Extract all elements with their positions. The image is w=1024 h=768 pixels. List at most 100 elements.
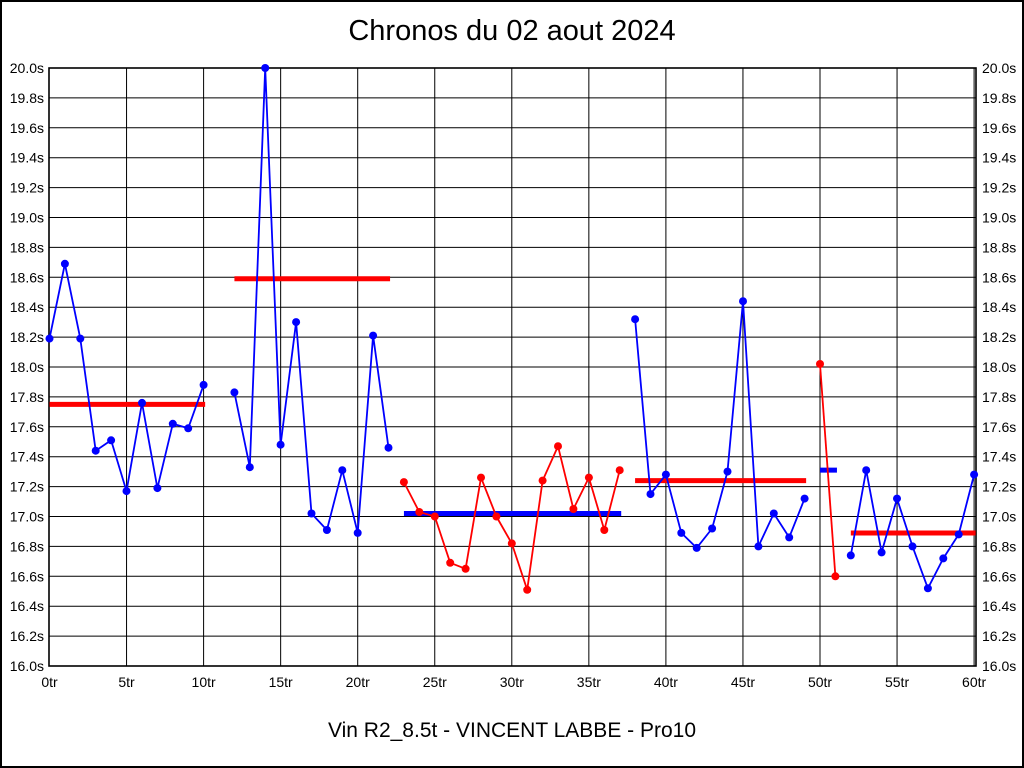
y-axis-label-right: 19.0s (982, 210, 1016, 226)
series-stint-3-point (600, 526, 609, 534)
x-axis-label: 45tr (731, 674, 755, 690)
series-stint-6-point (846, 551, 855, 560)
series-stint-1-point (184, 424, 193, 433)
series-stint-6-line (849, 469, 975, 590)
series-stint-4-point (631, 315, 640, 324)
series-stint-1-point (138, 398, 146, 407)
y-axis-label-right: 16.0s (982, 658, 1016, 674)
x-axis-label: 60tr (962, 674, 986, 690)
chart-caption: Vin R2_8.5t - VINCENT LABBE - Pro10 (327, 719, 697, 742)
series-stint-1-point (153, 484, 162, 493)
y-axis-label-left: 18.2s (10, 329, 44, 345)
y-axis-label-left: 16.6s (10, 568, 44, 584)
series-stint-6-point (862, 466, 871, 475)
series-stint-3-point (584, 473, 593, 482)
series-stint-3-point (446, 558, 455, 567)
x-axis-label: 30tr (500, 674, 524, 690)
series-stint-3-point (492, 512, 501, 521)
y-axis-label-right: 17.6s (982, 419, 1016, 435)
series-stint-4-point (785, 533, 794, 542)
y-axis-label-right: 16.8s (982, 538, 1016, 554)
series-stint-1-point (60, 259, 69, 268)
y-axis-label-left: 16.8s (10, 538, 44, 554)
series-stint-6-point (939, 554, 948, 563)
y-axis-label-left: 19.4s (10, 150, 44, 166)
series-stint-2-point (245, 463, 254, 472)
x-axis-label: 55tr (885, 674, 909, 690)
y-axis-label-left: 16.2s (10, 628, 44, 644)
y-axis-label-right: 18.0s (982, 359, 1016, 375)
y-axis-label-right: 17.0s (982, 509, 1016, 525)
series-stint-3-point (569, 505, 578, 513)
series-stint-5-point (831, 572, 840, 581)
series-stint-4-point (769, 509, 778, 518)
y-axis-label-right: 16.6s (982, 568, 1016, 584)
series-stint-3-point (507, 539, 516, 548)
y-axis-label-right: 18.2s (982, 329, 1016, 345)
series-stint-4-point (723, 467, 732, 476)
x-axis-label: 20tr (346, 674, 370, 690)
plot-border (48, 67, 977, 667)
y-axis-label-left: 16.0s (10, 658, 44, 674)
y-axis-label-right: 18.4s (982, 299, 1016, 315)
y-axis-label-left: 19.0s (10, 210, 44, 226)
x-axis-label: 15tr (269, 674, 293, 690)
y-axis-label-right: 18.8s (982, 239, 1016, 255)
y-axis-label-right: 16.4s (982, 598, 1016, 614)
y-axis-label-left: 19.6s (10, 120, 44, 136)
x-axis-label: 50tr (808, 674, 832, 690)
series-stint-1-point (91, 446, 100, 455)
y-axis-label-right: 17.8s (982, 389, 1016, 405)
y-axis-label-left: 17.6s (10, 419, 44, 435)
series-stint-3-point (477, 473, 485, 482)
series-stint-2-point (384, 443, 393, 452)
y-axis-label-right: 19.6s (982, 120, 1016, 136)
series-stint-4-point (739, 297, 747, 306)
y-axis-label-left: 18.0s (10, 359, 44, 375)
series-stint-1-point (76, 334, 85, 343)
y-axis-label-left: 19.8s (10, 90, 44, 106)
y-axis-label-left: 18.8s (10, 239, 44, 255)
series-stint-2-point (276, 440, 285, 449)
series-stint-6-point (970, 470, 979, 479)
x-axis-label: 25tr (423, 674, 447, 690)
series-stint-3-point (461, 564, 470, 573)
series-stint-3-point (415, 508, 424, 516)
series-stint-2-point (292, 318, 301, 327)
series-stint-6-point (877, 548, 886, 557)
series-stint-2-point (353, 528, 362, 537)
chart-title: Chronos du 02 aout 2024 (348, 15, 676, 47)
series-stint-1-point (199, 380, 208, 389)
y-axis-label-left: 18.4s (10, 299, 44, 315)
y-axis-label-right: 20.0s (982, 60, 1016, 76)
y-axis-label-right: 17.2s (982, 479, 1016, 495)
y-axis-label-right: 19.8s (982, 90, 1016, 106)
y-axis-label-left: 20.0s (10, 60, 44, 76)
series-stint-4-point (677, 528, 686, 537)
series-stint-4-line (634, 300, 806, 549)
series-stint-4-point (800, 494, 809, 503)
series-stint-3-point (554, 442, 562, 451)
series-stint-2-point (230, 388, 239, 397)
series-stint-2-line (233, 67, 390, 534)
series-stint-3-point (538, 476, 547, 485)
y-axis-label-right: 19.2s (982, 180, 1016, 196)
series-stint-6-point (923, 584, 932, 593)
series-stint-2-point (307, 509, 316, 518)
x-axis-label: 35tr (577, 674, 601, 690)
y-axis-label-left: 18.6s (10, 269, 44, 285)
y-axis-label-right: 18.6s (982, 269, 1016, 285)
y-axis-label-left: 17.4s (10, 449, 44, 465)
series-stint-5-line (819, 363, 837, 577)
y-axis-label-left: 17.0s (10, 509, 44, 525)
y-axis-label-left: 19.2s (10, 180, 44, 196)
series-stint-3-point (523, 585, 532, 594)
series-stint-1-point (168, 419, 177, 428)
series-stint-3-point (430, 512, 439, 521)
y-axis-label-left: 17.8s (10, 389, 44, 405)
y-axis-label-left: 16.4s (10, 598, 44, 614)
series-stint-1-point (45, 334, 54, 343)
x-axis-label: 10tr (192, 674, 216, 690)
